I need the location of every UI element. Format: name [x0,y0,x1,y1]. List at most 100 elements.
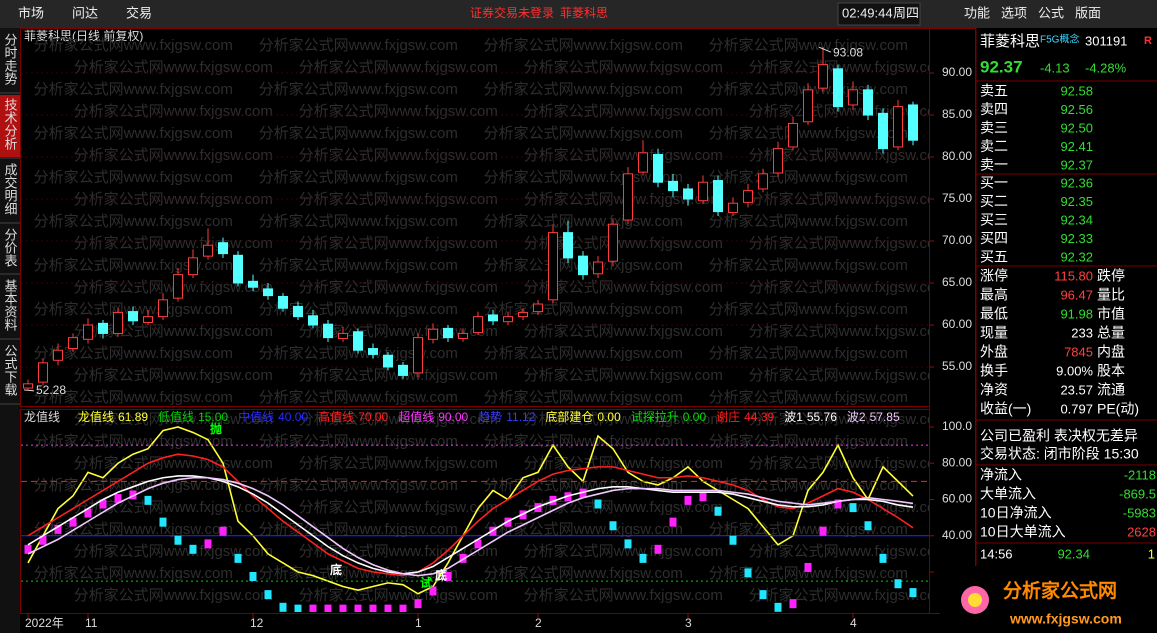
watermark-text: 分析家公式网www.fxjgsw.com [34,169,233,186]
watermark-text: 分析家公式网www.fxjgsw.com [749,587,948,604]
trend-bar [594,499,602,509]
side-tab[interactable]: 成交明细 [3,163,18,215]
menu-item[interactable]: 公式 [1038,5,1064,20]
candle-body [38,362,48,383]
candle-body [518,311,528,318]
candle-body [413,337,423,374]
price-change: -4.13 [1040,60,1070,75]
candle-body [683,188,693,200]
menu-item[interactable]: 市场 [18,5,44,20]
trend-bar [294,604,302,612]
stat-value: 91.98 [1060,306,1093,321]
y-tick-label: 85.00 [942,107,972,121]
side-tab[interactable]: 分时走势 [3,33,18,86]
stat-label: 最高 [980,287,1008,303]
book-label: 买五 [980,249,1008,265]
candle-body [158,299,168,318]
book-price: 92.34 [1060,212,1093,227]
trend-bar [174,535,182,545]
legend-value: 57.85 [870,410,900,424]
trend-bar [699,492,707,502]
watermark-text: 分析家公式网www.fxjgsw.com [259,125,458,142]
candle-body [173,274,183,299]
stat-label: 总量 [1097,325,1125,341]
book-label: 买三 [980,212,1008,228]
stat-label: 流通 [1097,382,1125,398]
candle-body [563,232,573,259]
trend-bar [564,492,572,502]
trend-bar [819,526,827,536]
watermark-text: 分析家公式网www.fxjgsw.com [484,345,683,362]
candle-body [668,180,678,192]
x-tick-label: 12 [250,616,264,630]
logo-flower-center [968,593,982,607]
watermark-text: 分析家公式网www.fxjgsw.com [74,411,273,428]
watermark-text: 分析家公式网www.fxjgsw.com [74,367,273,384]
book-label: 买四 [980,230,1008,246]
trend-bar [639,553,647,563]
legend-value: 0.00 [597,410,621,424]
menu-item[interactable]: 问达 [72,5,98,20]
signal-label: 试 [420,575,432,590]
signal-label: 底 [330,562,342,577]
legend-value: 0.00 [683,410,707,424]
side-tab[interactable]: 技术分析 [3,98,18,150]
menu-item[interactable]: 版面 [1075,5,1101,20]
watermark-text: 分析家公式网www.fxjgsw.com [524,543,723,560]
stat-label: 股本 [1097,363,1125,379]
menu-item[interactable]: 选项 [1001,5,1027,20]
trend-bar [864,521,872,531]
candle-body [788,122,798,148]
flow-label: 10日净流入 [980,505,1052,521]
logo-url: www.fxjgsw.com [1009,611,1122,627]
candle-body [188,257,198,276]
candle-body [728,202,738,213]
y-tick-label: 60.00 [942,317,972,331]
trend-bar [654,544,662,554]
menu-item[interactable]: 交易 [126,5,152,20]
trend-bar [459,553,467,563]
side-tab[interactable]: 公式下载 [3,344,18,397]
watermark-text: 分析家公式网www.fxjgsw.com [299,59,498,76]
legend-value: 90.00 [438,410,468,424]
watermark-text: 分析家公式网www.fxjgsw.com [484,301,683,318]
legend-name: 谢庄 [716,409,740,424]
y-tick-label: 80.00 [942,455,972,469]
trend-bar [894,579,902,589]
candle-body [383,354,393,368]
last-price: 92.37 [980,57,1023,76]
flow-value: 2628 [1127,524,1156,539]
candle-body [113,311,123,334]
candle-body [593,261,603,275]
stat-label: PE(动) [1097,401,1139,417]
low-leader [23,389,35,392]
side-tab[interactable]: 基本资料 [3,279,18,331]
trend-bar [444,572,452,582]
low-label: 52.28 [36,383,66,397]
watermark-text: 分析家公式网www.fxjgsw.com [74,455,273,472]
menu-item[interactable]: 功能 [964,5,990,20]
trend-bar [549,495,557,505]
watermark-text: 分析家公式网www.fxjgsw.com [524,59,723,76]
side-tab[interactable]: 分价表 [3,228,18,267]
watermark-text: 分析家公式网www.fxjgsw.com [259,389,458,406]
watermark-text: 分析家公式网www.fxjgsw.com [299,411,498,428]
flow-label: 大单流入 [980,486,1036,502]
x-tick-label: 3 [685,616,692,630]
candle-body [773,148,783,174]
candle-body [653,154,663,183]
flow-value: -869.5 [1119,486,1156,501]
watermark-text: 分析家公式网www.fxjgsw.com [299,235,498,252]
trend-bar [204,539,212,549]
tick-price: 92.34 [1057,546,1090,561]
book-price: 92.56 [1060,102,1093,117]
candle-body [473,316,483,334]
watermark-text: 分析家公式网www.fxjgsw.com [74,587,273,604]
watermark-text: 分析家公式网www.fxjgsw.com [34,565,233,582]
trend-bar [144,495,152,505]
watermark-text: 分析家公式网www.fxjgsw.com [299,147,498,164]
trend-bar [249,572,257,582]
watermark-text: 分析家公式网www.fxjgsw.com [259,169,458,186]
candle-body [233,254,243,284]
